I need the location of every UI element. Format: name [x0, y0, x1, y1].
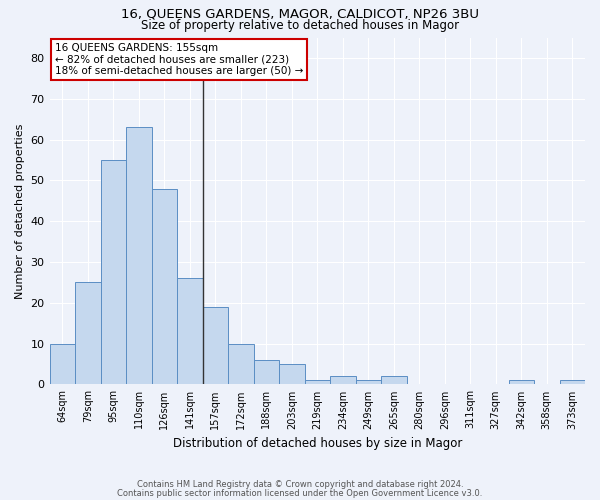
- Bar: [152, 188, 177, 384]
- Bar: [126, 128, 152, 384]
- Text: Contains HM Land Registry data © Crown copyright and database right 2024.: Contains HM Land Registry data © Crown c…: [137, 480, 463, 489]
- Bar: [177, 278, 203, 384]
- Bar: [254, 360, 279, 384]
- Bar: [101, 160, 126, 384]
- Text: 16 QUEENS GARDENS: 155sqm
← 82% of detached houses are smaller (223)
18% of semi: 16 QUEENS GARDENS: 155sqm ← 82% of detac…: [55, 42, 303, 76]
- Bar: [330, 376, 356, 384]
- Bar: [279, 364, 305, 384]
- Text: Contains public sector information licensed under the Open Government Licence v3: Contains public sector information licen…: [118, 489, 482, 498]
- Bar: [203, 307, 228, 384]
- Bar: [381, 376, 407, 384]
- Bar: [228, 344, 254, 384]
- Text: 16, QUEENS GARDENS, MAGOR, CALDICOT, NP26 3BU: 16, QUEENS GARDENS, MAGOR, CALDICOT, NP2…: [121, 8, 479, 20]
- Y-axis label: Number of detached properties: Number of detached properties: [15, 124, 25, 298]
- Bar: [50, 344, 75, 384]
- Bar: [560, 380, 585, 384]
- Bar: [509, 380, 534, 384]
- Bar: [356, 380, 381, 384]
- Bar: [305, 380, 330, 384]
- Text: Size of property relative to detached houses in Magor: Size of property relative to detached ho…: [141, 18, 459, 32]
- Bar: [75, 282, 101, 384]
- X-axis label: Distribution of detached houses by size in Magor: Distribution of detached houses by size …: [173, 437, 462, 450]
